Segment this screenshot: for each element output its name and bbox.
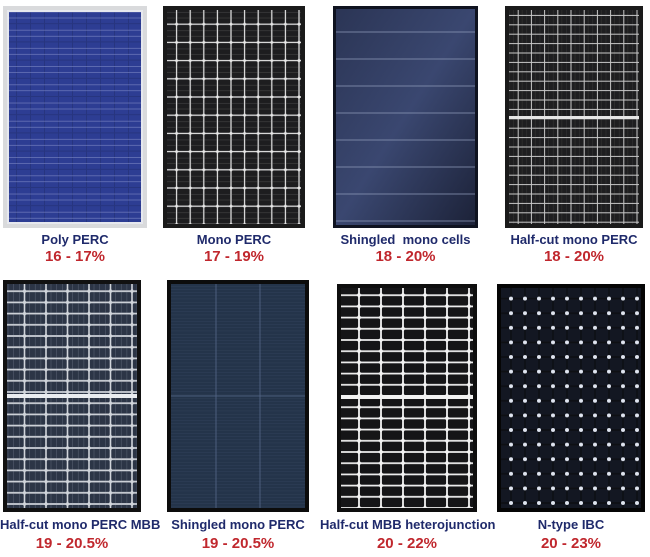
efficiency-poly-perc: 16 - 17%	[44, 248, 106, 265]
efficiency-n-type-ibc: 20 - 23%	[540, 535, 602, 552]
efficiency-mono-perc: 17 - 19%	[203, 248, 265, 265]
panel-name-half-cut-mono-perc-mbb: Half-cut mono PERC MBB	[0, 517, 161, 532]
panel-name-poly-perc: Poly PERC	[41, 232, 109, 247]
shingled-mono-perc-panel-image	[167, 280, 309, 512]
panel-name-shingled-mono-cells: Shingled mono cells	[340, 232, 471, 247]
panel-name-half-cut-mbb-heterojunction: Half-cut MBB heterojunction	[320, 517, 496, 532]
efficiency-shingled-mono-perc: 19 - 20.5%	[201, 535, 275, 552]
efficiency-half-cut-mono-perc: 18 - 20%	[543, 248, 605, 265]
half-cut-mono-perc-mbb-panel-image	[3, 280, 141, 512]
half-cut-mbb-heterojunction-panel-image	[337, 284, 477, 512]
panel-half-cut-mono-perc-mbb	[3, 280, 141, 512]
panel-poly-perc	[3, 6, 147, 228]
efficiency-shingled-mono-cells: 18 - 20%	[375, 248, 436, 265]
efficiency-half-cut-mono-perc-mbb: 19 - 20.5%	[35, 535, 109, 552]
panel-n-type-ibc	[497, 284, 645, 512]
panel-name-mono-perc: Mono PERC	[196, 232, 272, 247]
half-cut-mono-perc-panel-image	[505, 6, 643, 228]
mono-perc-panel-image	[163, 6, 305, 228]
panel-shingled-mono-cells	[333, 6, 478, 228]
panel-mono-perc	[163, 6, 305, 228]
n-type-ibc-panel-image	[497, 284, 645, 512]
panel-half-cut-mono-perc	[505, 6, 643, 228]
panel-name-n-type-ibc: N-type IBC	[537, 517, 605, 532]
efficiency-half-cut-mbb-heterojunction: 20 - 22%	[376, 535, 438, 552]
panel-half-cut-mbb-heterojunction	[337, 284, 477, 512]
shingled-mono-cells-panel-image	[333, 6, 478, 228]
panel-shingled-mono-perc	[167, 280, 309, 512]
poly-perc-panel-image	[3, 6, 147, 228]
panel-name-shingled-mono-perc: Shingled mono PERC	[171, 517, 305, 532]
panel-name-half-cut-mono-perc: Half-cut mono PERC	[510, 232, 638, 247]
